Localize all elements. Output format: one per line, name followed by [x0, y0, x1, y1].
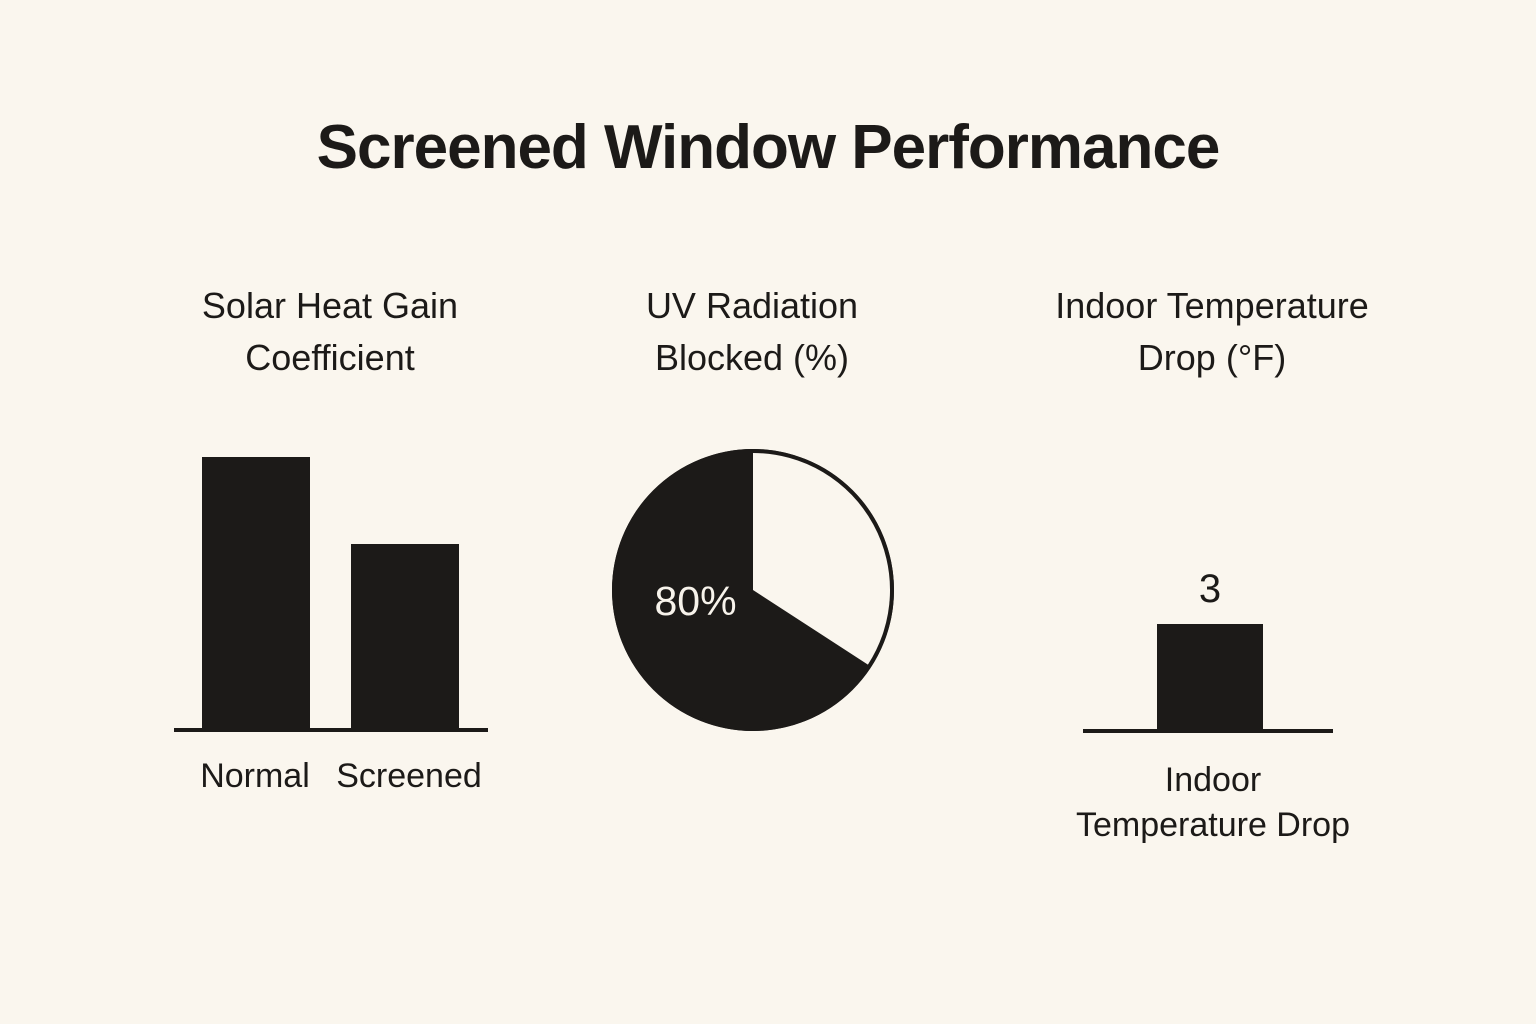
chart-title-solar-heat-gain: Solar Heat Gain Coefficient [201, 285, 459, 378]
x-axis-line [174, 728, 488, 732]
solar-heat-gain-bar-chart [174, 420, 488, 732]
temp-drop-value: 3 [1198, 567, 1222, 611]
pie-slice-remainder [753, 453, 891, 665]
bar-screened [351, 544, 459, 728]
category-label-normal: Normal [200, 757, 310, 795]
category-label-screened: Screened [336, 757, 482, 795]
category-label-temperature-drop: Indoor Temperature Drop [1075, 761, 1350, 844]
solar-heat-gain-category-labels: Normal Screened [174, 756, 488, 800]
chart-title-uv-radiation: UV Radiation Blocked (%) [645, 285, 859, 378]
x-axis-line [1083, 729, 1333, 733]
bar-normal [202, 457, 310, 728]
uv-blocked-pie-chart [608, 445, 898, 735]
bar-temperature-drop [1157, 624, 1263, 729]
pie-percentage-label: 80% [654, 578, 737, 624]
chart-title-indoor-temperature: Indoor Temperature Drop (°F) [1055, 285, 1369, 378]
page-title: Screened Window Performance [316, 113, 1221, 182]
pie-chart-svg [612, 449, 894, 731]
temperature-drop-bar-chart: 3 [1083, 560, 1333, 733]
pie-outline [612, 449, 894, 731]
